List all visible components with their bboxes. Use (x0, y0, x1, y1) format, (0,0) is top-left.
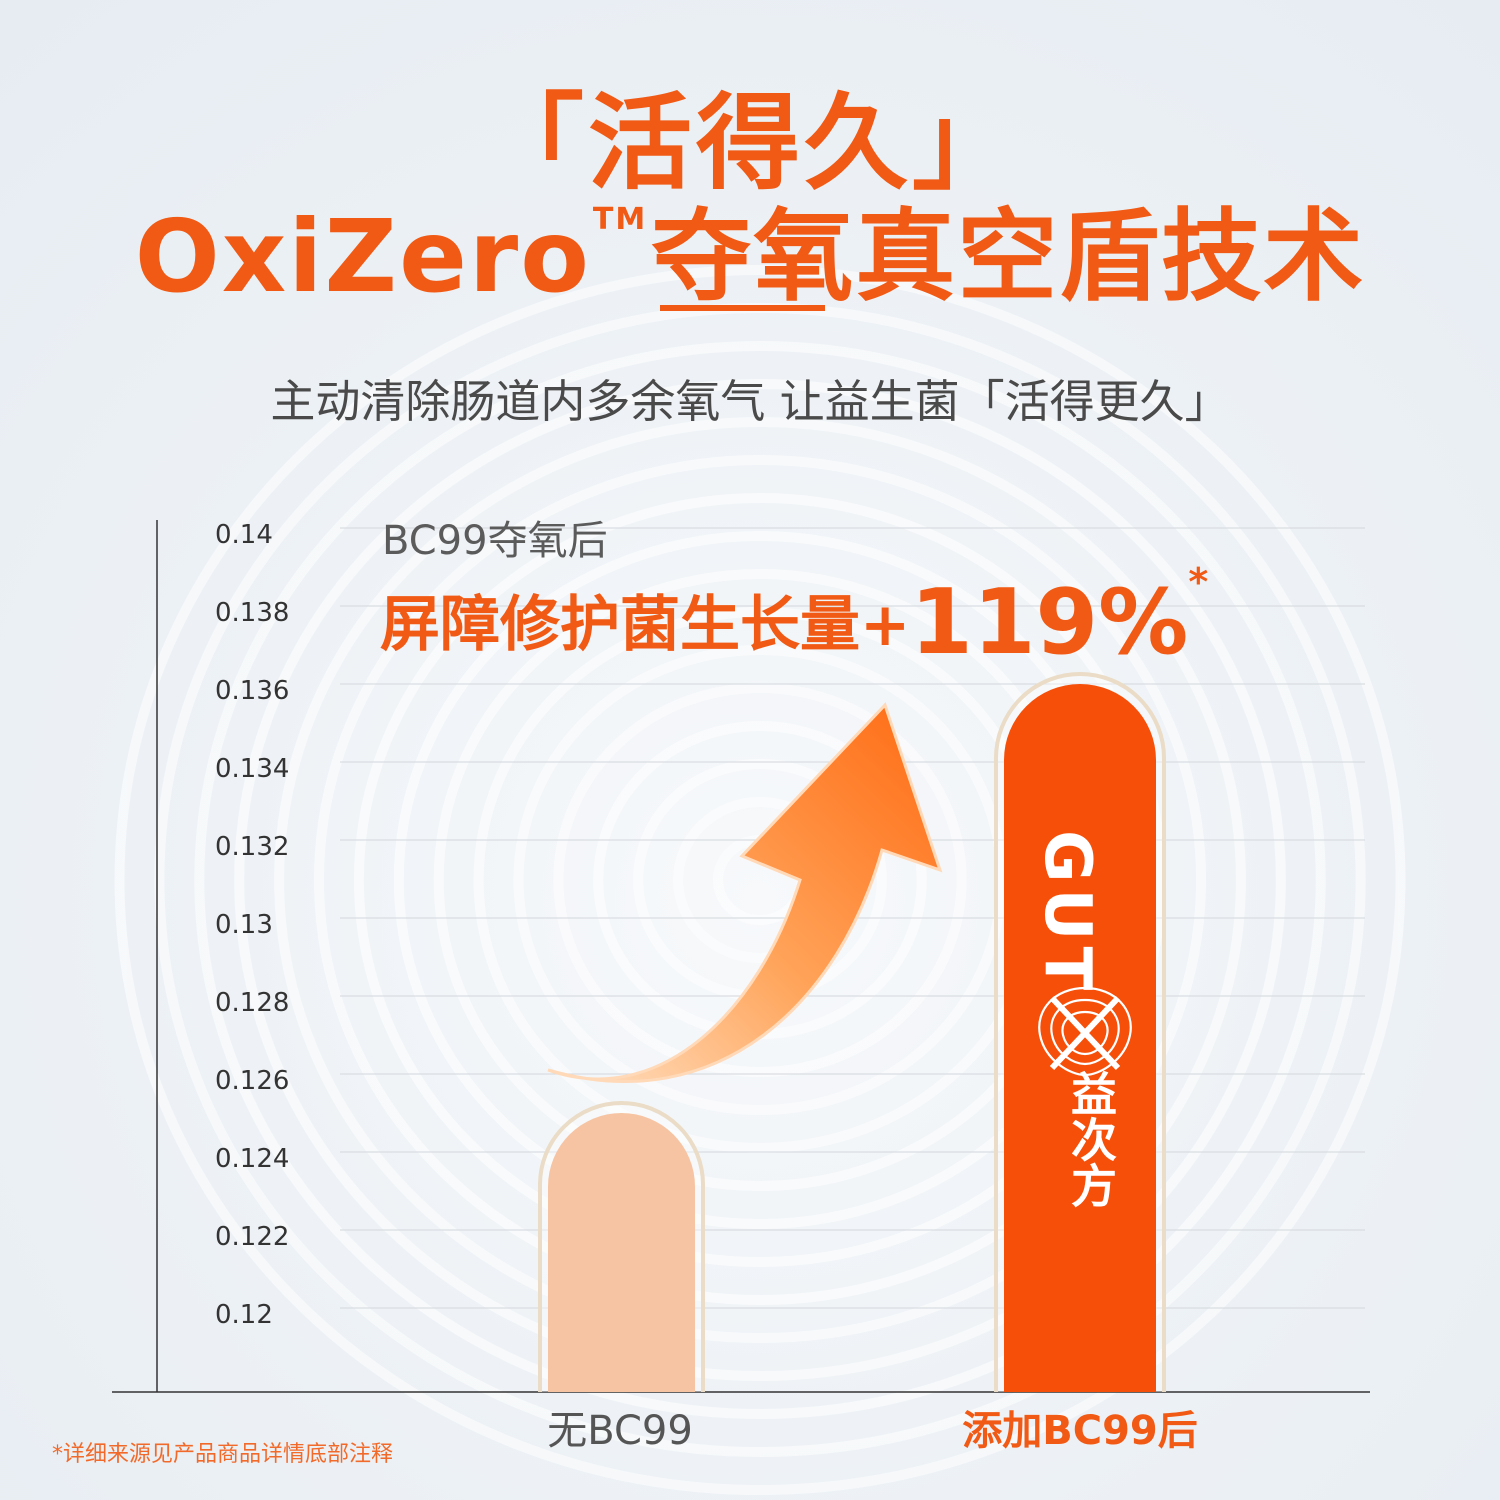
annotation-percent: 119% (910, 570, 1189, 675)
annotation-caption: BC99夺氧后 (382, 518, 608, 564)
annotation-text: 屏障修护菌生长量+ (380, 590, 911, 660)
subtitle-text: 主动清除肠道内多余氧气 让益生菌「活得更久」 (270, 375, 1230, 428)
annotation-highlight: 屏障修护菌生长量+119%* (380, 560, 1208, 675)
logo-mark-icon (1038, 986, 1132, 1077)
y-tick-label: 0.126 (215, 1066, 289, 1096)
y-tick-label: 0.134 (215, 754, 289, 784)
logo-subtext: 益次方 (1064, 1070, 1118, 1208)
title-divider (660, 305, 825, 311)
y-tick-label: 0.122 (215, 1222, 289, 1252)
background-ring (274, 417, 1246, 1343)
y-tick-label: 0.128 (215, 988, 289, 1018)
page-subtitle-tech: OxiZeroTM夺氧真空盾技术 (0, 175, 1500, 320)
brand-logo: GUT 益次方 (1030, 830, 1140, 1250)
background-ring (353, 493, 1167, 1267)
background-ring (513, 645, 1007, 1115)
growth-arrow-icon (547, 702, 943, 1083)
bar (548, 1113, 695, 1392)
y-tick-label: 0.14 (215, 520, 273, 550)
y-tick-label: 0.136 (215, 676, 289, 706)
page-title: 「活得久」 (479, 82, 1020, 204)
background-ring (114, 265, 1406, 1495)
y-tick-label: 0.124 (215, 1144, 289, 1174)
y-tick-label: 0.13 (215, 910, 273, 940)
x-category-label: 添加BC99后 (962, 1408, 1198, 1454)
y-tick-label: 0.132 (215, 832, 289, 862)
trademark-mark: TM (592, 202, 648, 237)
brand-name: OxiZero (134, 198, 591, 315)
logo-text: GUT (1030, 830, 1104, 997)
background-ring (553, 683, 967, 1077)
annotation-asterisk: * (1188, 560, 1209, 604)
footnote: *详细来源见产品商品详情底部注释 (52, 1442, 394, 1467)
y-tick-label: 0.138 (215, 598, 289, 628)
background-ring (234, 379, 1286, 1381)
x-category-label: 无BC99 (547, 1408, 693, 1454)
background-ring (314, 455, 1206, 1305)
y-tick-label: 0.12 (215, 1300, 273, 1330)
background-ring (194, 341, 1326, 1419)
tech-name: 夺氧真空盾技术 (651, 198, 1366, 315)
